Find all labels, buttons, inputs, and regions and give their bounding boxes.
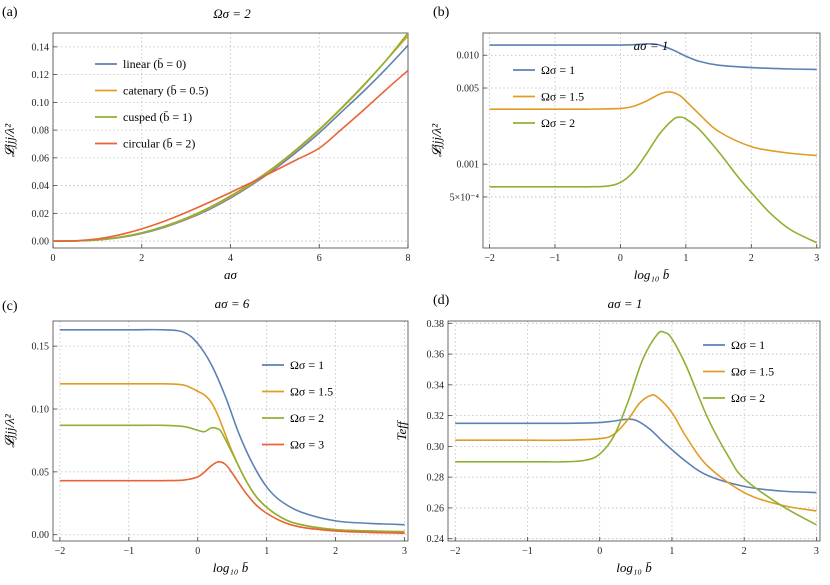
y-axis-label: 𝓛jjj/λ² bbox=[2, 123, 17, 158]
series-line bbox=[455, 418, 817, 494]
panel-label: (d) bbox=[433, 293, 450, 308]
y-tick-label: 0.24 bbox=[427, 534, 445, 545]
y-tick-label: 0.10 bbox=[32, 98, 50, 109]
y-axis-label: Teff bbox=[394, 419, 409, 440]
x-tick-label: 0 bbox=[195, 546, 200, 557]
y-tick-label: 0.00 bbox=[32, 237, 50, 248]
panel-a: 0 2 4 6 8 0.00 0.02 0.04 0.06 0.08 0.10 0.12 0.14 lin… bbox=[2, 5, 411, 282]
x-axis-label: aσ bbox=[224, 267, 238, 282]
legend-label: Ωσ = 1.5 bbox=[541, 90, 584, 104]
y-tick-label: 0.02 bbox=[32, 209, 50, 220]
y-tick-label: 0.08 bbox=[32, 126, 50, 137]
legend-label: Ωσ = 1 bbox=[541, 63, 575, 77]
x-tick-label: 3 bbox=[402, 546, 407, 557]
y-tick-label: 0.26 bbox=[427, 503, 445, 514]
y-tick-label: 0.36 bbox=[427, 350, 445, 361]
series-line bbox=[59, 424, 405, 533]
y-tick-label: 0.30 bbox=[427, 442, 445, 453]
x-tick-label: 1 bbox=[683, 253, 688, 264]
series-line bbox=[455, 330, 817, 526]
x-tick-label: 0 bbox=[618, 253, 623, 264]
x-tick-label: 2 bbox=[742, 546, 747, 557]
x-tick-label: 0 bbox=[597, 546, 602, 557]
legend-label: Ωσ = 2 bbox=[731, 391, 765, 405]
x-tick-label: 2 bbox=[139, 253, 144, 264]
x-tick-label: 2 bbox=[333, 546, 338, 557]
plot-frame bbox=[52, 320, 409, 542]
y-tick-label: 0.38 bbox=[427, 319, 445, 330]
x-tick-label: 1 bbox=[264, 546, 269, 557]
legend-label: catenary (b̄ = 0.5) bbox=[123, 84, 208, 98]
series-line bbox=[59, 460, 405, 535]
legend-label: Ωσ = 1.5 bbox=[731, 365, 774, 379]
x-tick-label: 2 bbox=[749, 253, 754, 264]
x-tick-label: −2 bbox=[55, 546, 66, 557]
legend-label: Ωσ = 2 bbox=[290, 411, 324, 425]
y-tick-label: 0.010 bbox=[457, 51, 480, 62]
y-tick-label: 0.04 bbox=[32, 181, 50, 192]
x-tick-label: −2 bbox=[484, 253, 495, 264]
series-line bbox=[455, 394, 817, 512]
legend-label: Ωσ = 1 bbox=[731, 338, 765, 352]
panel-label: (b) bbox=[433, 5, 450, 20]
x-tick-label: 1 bbox=[669, 546, 674, 557]
legend-label: Ωσ = 2 bbox=[541, 116, 575, 130]
y-tick-label: 0.32 bbox=[427, 411, 445, 422]
series-line bbox=[59, 382, 405, 533]
legend-label: Ωσ = 1.5 bbox=[290, 385, 333, 399]
x-tick-label: −1 bbox=[522, 546, 533, 557]
panel-c: −2 −1 0 1 2 3 0.00 0.05 0.10 0.15 Ωσ = 1 Ωσ = 1.5 Ωσ… bbox=[2, 296, 409, 575]
legend-label: Ωσ = 3 bbox=[290, 438, 324, 452]
series-line bbox=[489, 91, 817, 157]
panel-title: aσ = 1 bbox=[608, 296, 643, 311]
x-tick-label: 0 bbox=[51, 253, 56, 264]
y-tick-label: 0.14 bbox=[32, 42, 50, 53]
panel-title: aσ = 6 bbox=[215, 296, 250, 311]
plot-frame bbox=[482, 32, 821, 249]
plot-frame bbox=[447, 320, 821, 542]
y-tick-label: 0.001 bbox=[457, 160, 480, 171]
y-tick-label: 0.12 bbox=[32, 70, 50, 81]
y-tick-label: 0.06 bbox=[32, 153, 50, 164]
y-tick-label: 0.10 bbox=[32, 405, 50, 416]
legend-label: linear (b̄ = 0) bbox=[123, 57, 186, 71]
y-tick-label: 0.005 bbox=[457, 84, 480, 95]
y-tick-label: 0.34 bbox=[427, 380, 445, 391]
y-tick-label: 0.15 bbox=[32, 342, 50, 353]
y-axis-label: 𝓛jjj/λ² bbox=[429, 123, 444, 158]
x-tick-label: 3 bbox=[814, 546, 819, 557]
series-line bbox=[53, 33, 408, 242]
x-axis-label: log₁₀ b̄ bbox=[634, 267, 670, 282]
y-tick-label: 0.00 bbox=[32, 530, 50, 541]
legend-label: circular (b̄ = 2) bbox=[123, 137, 195, 151]
panel-b: −2 −1 0 1 2 3 5×10⁻⁴ 0.001 0.005 0.010 Ωσ = 1 Ωσ = … bbox=[429, 5, 821, 282]
legend-label: cusped (b̄ = 1) bbox=[123, 110, 192, 124]
x-tick-label: 6 bbox=[317, 253, 322, 264]
x-tick-label: −1 bbox=[124, 546, 135, 557]
panel-d: −2 −1 0 1 2 3 0.24 0.26 0.28 0.30 0.32 0.34 0.36 0.38… bbox=[394, 293, 821, 575]
y-tick-label: 0.28 bbox=[427, 473, 445, 484]
x-tick-label: 4 bbox=[228, 253, 233, 264]
panel-title: aσ = 1 bbox=[634, 38, 669, 53]
y-axis-label: 𝓛jjj/λ² bbox=[2, 413, 17, 448]
legend-label: Ωσ = 1 bbox=[290, 358, 324, 372]
panel-title: Ωσ = 2 bbox=[213, 6, 251, 21]
series-line bbox=[59, 328, 405, 526]
x-axis-label: log₁₀ b̄ bbox=[616, 560, 652, 575]
x-axis-label: log₁₀ b̄ bbox=[213, 560, 249, 575]
y-tick-label: 5×10⁻⁴ bbox=[450, 192, 480, 203]
panel-label: (c) bbox=[2, 299, 18, 314]
series-line bbox=[53, 69, 408, 242]
y-tick-label: 0.05 bbox=[32, 467, 50, 478]
series-line bbox=[489, 116, 818, 244]
x-tick-label: −2 bbox=[450, 546, 461, 557]
x-tick-label: −1 bbox=[550, 253, 561, 264]
panel-label: (a) bbox=[2, 5, 18, 20]
x-tick-label: 3 bbox=[814, 253, 819, 264]
x-tick-label: 8 bbox=[406, 253, 411, 264]
series-line bbox=[489, 43, 817, 71]
